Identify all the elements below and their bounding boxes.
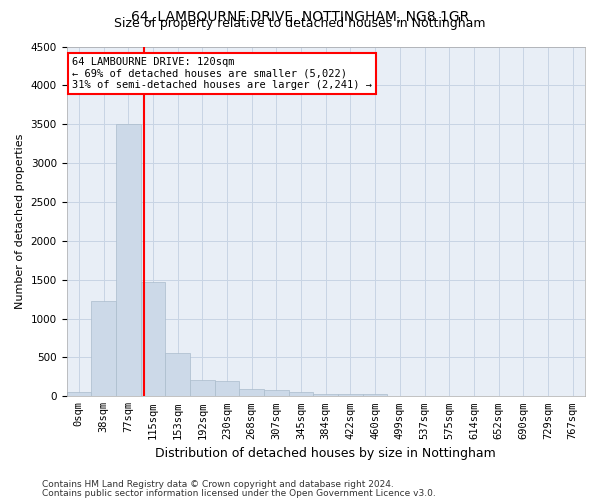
Bar xyxy=(91,300,116,396)
Y-axis label: Number of detached properties: Number of detached properties xyxy=(15,134,25,309)
Bar xyxy=(313,394,338,396)
Text: 64, LAMBOURNE DRIVE, NOTTINGHAM, NG8 1GR: 64, LAMBOURNE DRIVE, NOTTINGHAM, NG8 1GR xyxy=(131,10,469,24)
Text: 64 LAMBOURNE DRIVE: 120sqm
← 69% of detached houses are smaller (5,022)
31% of s: 64 LAMBOURNE DRIVE: 120sqm ← 69% of deta… xyxy=(72,57,372,90)
Text: Contains HM Land Registry data © Crown copyright and database right 2024.: Contains HM Land Registry data © Crown c… xyxy=(42,480,394,489)
Text: Contains public sector information licensed under the Open Government Licence v3: Contains public sector information licen… xyxy=(42,489,436,498)
Bar xyxy=(116,124,140,396)
Bar xyxy=(190,380,215,396)
Bar xyxy=(215,381,239,396)
X-axis label: Distribution of detached houses by size in Nottingham: Distribution of detached houses by size … xyxy=(155,447,496,460)
Text: Size of property relative to detached houses in Nottingham: Size of property relative to detached ho… xyxy=(114,18,486,30)
Bar xyxy=(289,392,313,396)
Bar xyxy=(338,394,363,396)
Bar xyxy=(264,390,289,396)
Bar xyxy=(67,392,91,396)
Bar xyxy=(165,353,190,397)
Bar xyxy=(140,282,165,397)
Bar xyxy=(363,394,388,396)
Bar xyxy=(239,388,264,396)
